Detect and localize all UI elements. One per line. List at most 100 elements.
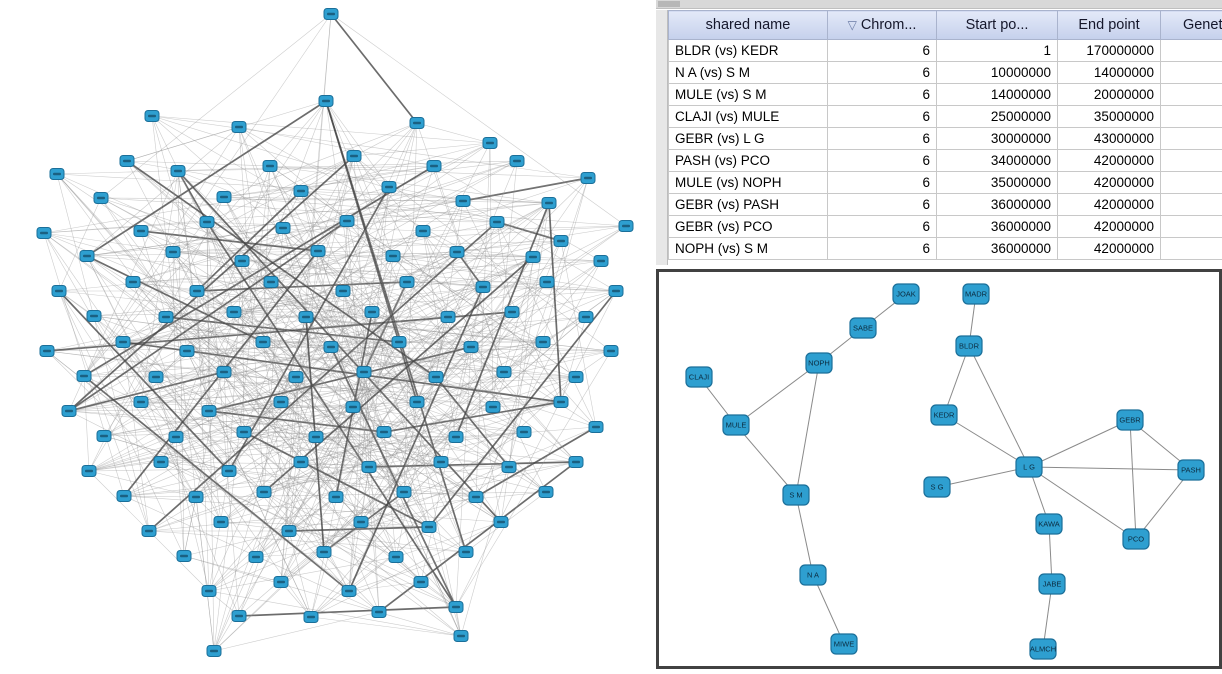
network-node-PASH[interactable]: PASH	[1178, 460, 1204, 480]
main-network-view[interactable]	[0, 0, 655, 669]
network-node-JOAK[interactable]: JOAK	[893, 284, 919, 304]
network-node-SG[interactable]: S G	[924, 477, 950, 497]
network-node-BLDR[interactable]: BLDR	[956, 336, 982, 356]
network-node[interactable]	[449, 432, 463, 443]
table-row[interactable]: NOPH (vs) S M636000000420000009.9	[669, 238, 1222, 260]
cell-value[interactable]: 42000000	[1058, 194, 1161, 216]
main-network-canvas[interactable]	[0, 0, 655, 669]
network-node[interactable]	[207, 646, 221, 657]
network-node[interactable]	[604, 346, 618, 357]
network-node[interactable]	[389, 552, 403, 563]
network-node[interactable]	[410, 397, 424, 408]
network-node[interactable]	[397, 487, 411, 498]
network-node[interactable]	[347, 151, 361, 162]
network-node[interactable]	[449, 602, 463, 613]
network-node-JABE[interactable]: JABE	[1039, 574, 1065, 594]
network-node[interactable]	[289, 372, 303, 383]
network-node-MULE[interactable]: MULE	[723, 415, 749, 435]
network-node[interactable]	[299, 312, 313, 323]
network-node[interactable]	[134, 226, 148, 237]
network-node-ALMCH[interactable]: ALMCH	[1030, 639, 1056, 659]
network-node[interactable]	[190, 286, 204, 297]
table-row[interactable]: GEBR (vs) L G6300000004300000016.9	[669, 128, 1222, 150]
cell-value[interactable]: 43000000	[1058, 128, 1161, 150]
network-node[interactable]	[497, 367, 511, 378]
network-node[interactable]	[414, 577, 428, 588]
network-node[interactable]	[149, 372, 163, 383]
cell-value[interactable]: 192.0	[1161, 40, 1222, 62]
cell-shared-name[interactable]: GEBR (vs) L G	[669, 128, 828, 150]
network-node[interactable]	[80, 251, 94, 262]
network-node[interactable]	[490, 217, 504, 228]
network-node[interactable]	[117, 491, 131, 502]
network-node[interactable]	[336, 286, 350, 297]
network-node[interactable]	[37, 228, 51, 239]
network-node[interactable]	[82, 466, 96, 477]
network-node[interactable]	[456, 196, 470, 207]
network-node[interactable]	[377, 427, 391, 438]
network-node[interactable]	[619, 221, 633, 232]
cell-value[interactable]: 6	[828, 128, 937, 150]
cell-value[interactable]: 6	[828, 216, 937, 238]
network-node[interactable]	[237, 427, 251, 438]
network-edge-SG-LG[interactable]	[937, 467, 1029, 487]
network-node[interactable]	[217, 367, 231, 378]
network-node[interactable]	[171, 166, 185, 177]
cell-value[interactable]: 6	[828, 84, 937, 106]
network-node[interactable]	[410, 118, 424, 129]
network-node[interactable]	[304, 612, 318, 623]
network-node[interactable]	[392, 337, 406, 348]
network-node[interactable]	[40, 346, 54, 357]
cell-value[interactable]: 30000000	[937, 128, 1058, 150]
network-node[interactable]	[319, 96, 333, 107]
network-node[interactable]	[120, 156, 134, 167]
cell-value[interactable]: 35000000	[937, 172, 1058, 194]
network-node[interactable]	[441, 312, 455, 323]
cell-value[interactable]: 1	[937, 40, 1058, 62]
cell-value[interactable]: 6	[828, 238, 937, 260]
network-node[interactable]	[166, 247, 180, 258]
cell-shared-name[interactable]: MULE (vs) S M	[669, 84, 828, 106]
network-node[interactable]	[422, 522, 436, 533]
network-node[interactable]	[329, 492, 343, 503]
cell-value[interactable]: 42000000	[1058, 238, 1161, 260]
network-node[interactable]	[386, 251, 400, 262]
network-node-SM[interactable]: S M	[783, 485, 809, 505]
cell-value[interactable]: 8.4	[1161, 216, 1222, 238]
network-edge-SM-NOPH[interactable]	[796, 363, 819, 495]
network-node[interactable]	[340, 216, 354, 227]
network-node[interactable]	[382, 182, 396, 193]
network-node[interactable]	[294, 186, 308, 197]
network-node[interactable]	[62, 406, 76, 417]
table-row[interactable]: GEBR (vs) PASH636000000420000008.9	[669, 194, 1222, 216]
cell-value[interactable]: 9.9	[1161, 238, 1222, 260]
network-node[interactable]	[294, 457, 308, 468]
column-header-genetic[interactable]: Genetic...	[1161, 11, 1222, 40]
column-header-start-po[interactable]: Start po...	[937, 11, 1058, 40]
table-row[interactable]: PASH (vs) PCO6340000004200000011.4	[669, 150, 1222, 172]
network-node[interactable]	[50, 169, 64, 180]
network-node[interactable]	[87, 311, 101, 322]
network-node[interactable]	[232, 122, 246, 133]
table-row[interactable]: MULE (vs) NOPH6350000004200000010.5	[669, 172, 1222, 194]
cell-value[interactable]: 14000000	[1058, 62, 1161, 84]
cell-value[interactable]: 16.9	[1161, 128, 1222, 150]
cell-shared-name[interactable]: GEBR (vs) PASH	[669, 194, 828, 216]
filter-icon[interactable]: ▽	[848, 18, 857, 32]
cell-value[interactable]: 14000000	[937, 84, 1058, 106]
network-node[interactable]	[264, 277, 278, 288]
network-node[interactable]	[180, 346, 194, 357]
network-node[interactable]	[222, 466, 236, 477]
network-node[interactable]	[569, 372, 583, 383]
network-node[interactable]	[257, 487, 271, 498]
cell-shared-name[interactable]: GEBR (vs) PCO	[669, 216, 828, 238]
network-node[interactable]	[77, 371, 91, 382]
network-node[interactable]	[227, 307, 241, 318]
network-node[interactable]	[554, 397, 568, 408]
network-node[interactable]	[542, 198, 556, 209]
network-node[interactable]	[579, 312, 593, 323]
network-node[interactable]	[346, 402, 360, 413]
cell-value[interactable]: 36000000	[937, 194, 1058, 216]
network-node[interactable]	[483, 138, 497, 149]
